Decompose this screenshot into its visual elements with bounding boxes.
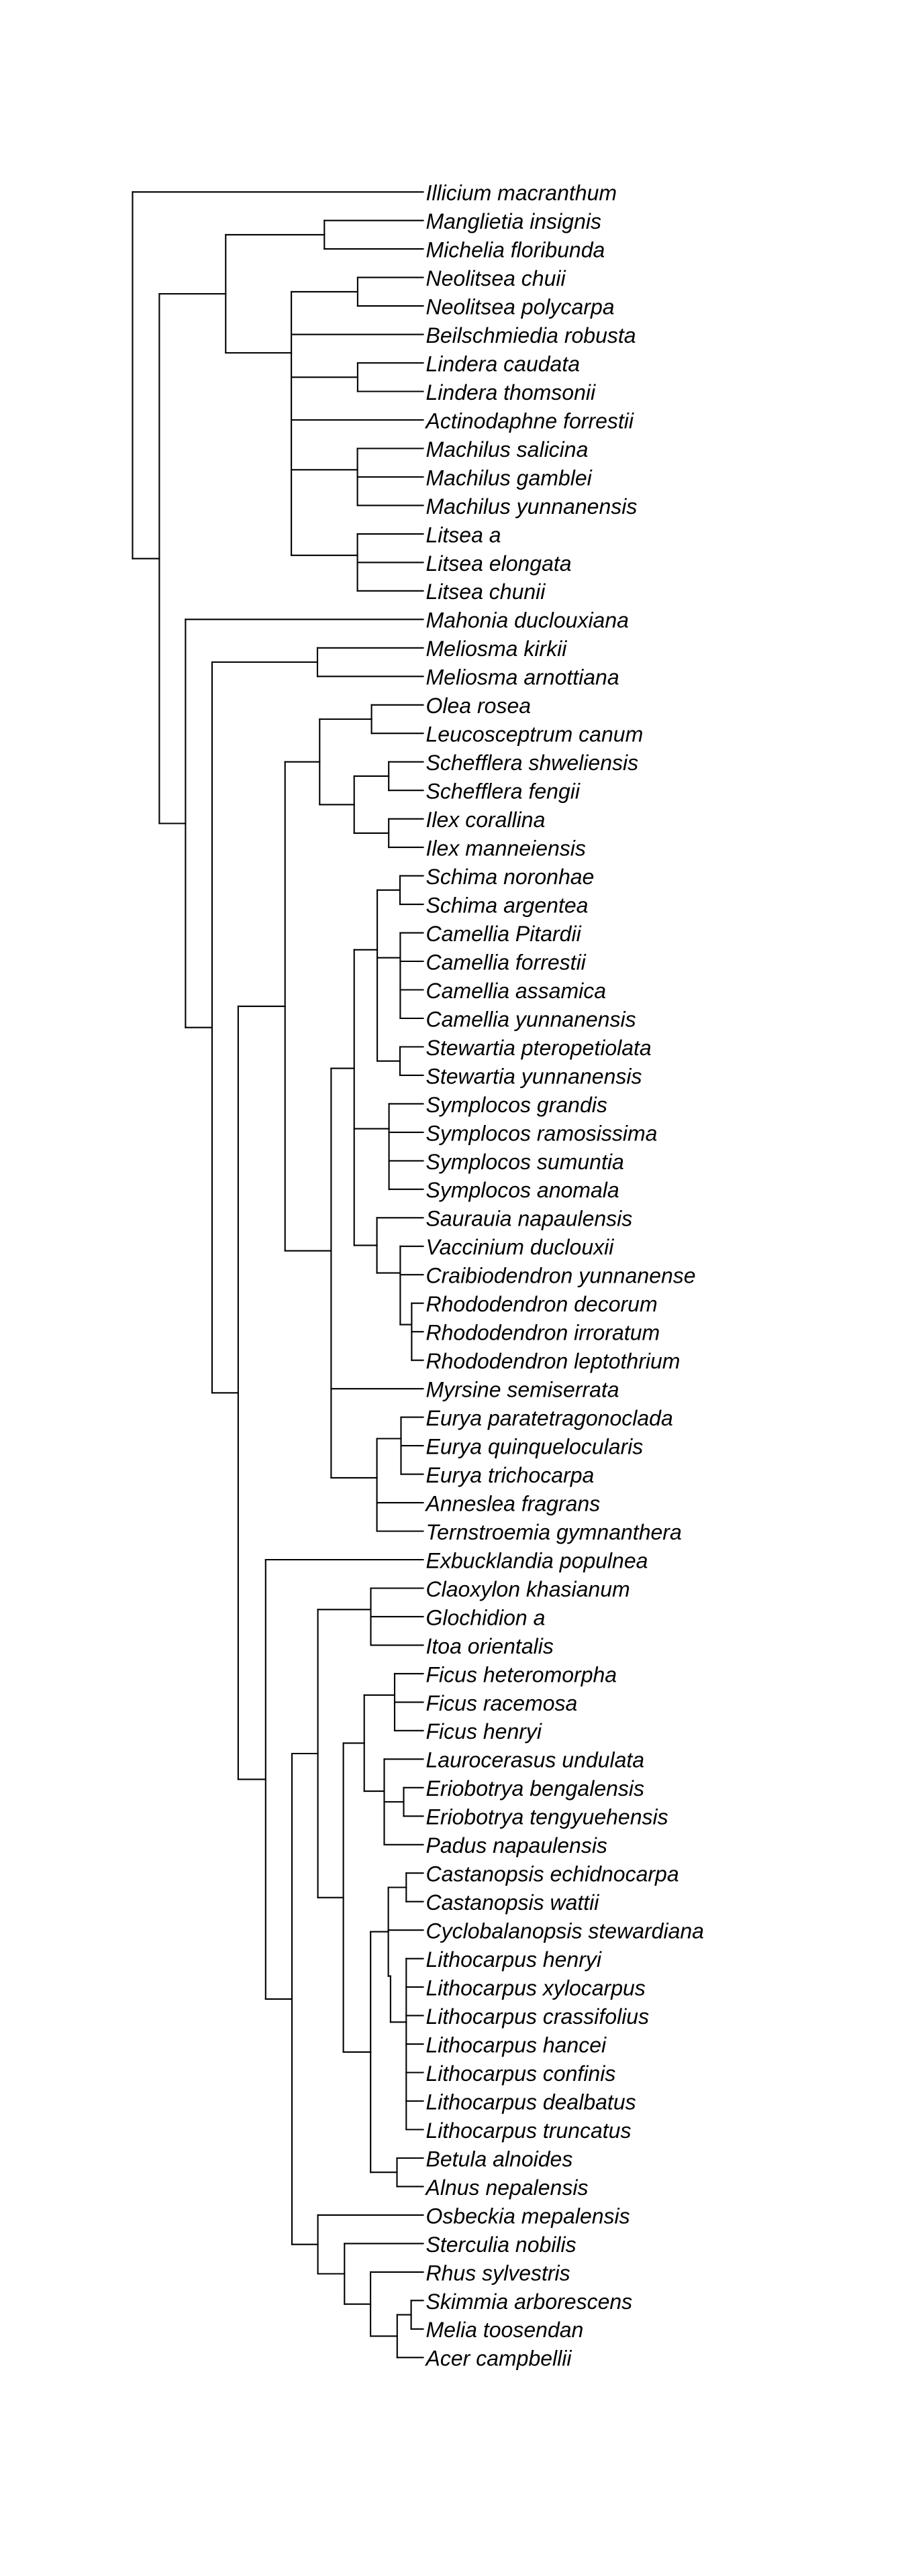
svg-text:Ficus henryi: Ficus henryi — [426, 1719, 542, 1743]
svg-text:Saurauia napaulensis: Saurauia napaulensis — [426, 1207, 633, 1231]
svg-text:Neolitsea polycarpa: Neolitsea polycarpa — [426, 295, 615, 319]
svg-text:Eurya paratetragonoclada: Eurya paratetragonoclada — [426, 1406, 673, 1430]
svg-text:Lindera caudata: Lindera caudata — [426, 352, 581, 376]
svg-text:Itoa orientalis: Itoa orientalis — [426, 1634, 554, 1658]
svg-text:Castanopsis echidnocarpa: Castanopsis echidnocarpa — [426, 1862, 679, 1886]
svg-text:Exbucklandia populnea: Exbucklandia populnea — [426, 1548, 648, 1572]
svg-text:Symplocos ramosissima: Symplocos ramosissima — [426, 1121, 658, 1145]
svg-text:Ilex corallina: Ilex corallina — [426, 808, 546, 832]
svg-text:Betula alnoides: Betula alnoides — [426, 2147, 573, 2171]
svg-text:Lithocarpus crassifolius: Lithocarpus crassifolius — [426, 2004, 650, 2029]
svg-text:Stewartia pteropetiolata: Stewartia pteropetiolata — [426, 1036, 652, 1060]
svg-text:Cyclobalanopsis stewardiana: Cyclobalanopsis stewardiana — [426, 1919, 704, 1943]
svg-text:Lithocarpus dealbatus: Lithocarpus dealbatus — [426, 2090, 636, 2114]
svg-text:Schima noronhae: Schima noronhae — [426, 865, 595, 889]
svg-text:Rhododendron leptothrium: Rhododendron leptothrium — [426, 1349, 681, 1373]
svg-text:Machilus yunnanensis: Machilus yunnanensis — [426, 494, 638, 519]
svg-text:Eurya trichocarpa: Eurya trichocarpa — [426, 1463, 595, 1487]
svg-text:Camellia forrestii: Camellia forrestii — [426, 950, 587, 974]
svg-text:Craibiodendron yunnanense: Craibiodendron yunnanense — [426, 1264, 696, 1288]
svg-text:Meliosma arnottiana: Meliosma arnottiana — [426, 665, 619, 690]
svg-text:Lithocarpus confinis: Lithocarpus confinis — [426, 2061, 616, 2086]
svg-text:Lithocarpus hancei: Lithocarpus hancei — [426, 2033, 607, 2057]
svg-text:Actinodaphne forrestii: Actinodaphne forrestii — [425, 409, 634, 433]
svg-text:Camellia Pitardii: Camellia Pitardii — [426, 922, 582, 946]
svg-text:Illicium macranthum: Illicium macranthum — [426, 181, 617, 205]
svg-text:Litsea elongata: Litsea elongata — [426, 551, 572, 576]
svg-text:Mahonia duclouxiana: Mahonia duclouxiana — [426, 608, 629, 633]
svg-text:Padus napaulensis: Padus napaulensis — [426, 1833, 607, 1858]
svg-text:Sterculia nobilis: Sterculia nobilis — [426, 2233, 577, 2257]
svg-text:Symplocos anomala: Symplocos anomala — [426, 1178, 619, 1202]
svg-text:Ficus heteromorpha: Ficus heteromorpha — [426, 1662, 617, 1686]
svg-text:Vaccinium duclouxii: Vaccinium duclouxii — [426, 1235, 615, 1259]
svg-text:Camellia assamica: Camellia assamica — [426, 979, 607, 1003]
svg-text:Eriobotrya bengalensis: Eriobotrya bengalensis — [426, 1776, 645, 1801]
svg-text:Anneslea fragrans: Anneslea fragrans — [425, 1492, 601, 1516]
svg-text:Acer campbellii: Acer campbellii — [425, 2347, 572, 2371]
svg-text:Neolitsea chuii: Neolitsea chuii — [426, 266, 566, 290]
svg-text:Michelia floribunda: Michelia floribunda — [426, 238, 605, 262]
svg-text:Claoxylon khasianum: Claoxylon khasianum — [426, 1577, 630, 1601]
svg-text:Schefflera shweliensis: Schefflera shweliensis — [426, 751, 639, 775]
svg-text:Symplocos sumuntia: Symplocos sumuntia — [426, 1150, 624, 1174]
svg-text:Laurocerasus undulata: Laurocerasus undulata — [426, 1748, 645, 1772]
svg-text:Schefflera fengii: Schefflera fengii — [426, 780, 581, 804]
svg-text:Lindera thomsonii: Lindera thomsonii — [426, 380, 596, 405]
svg-text:Schima argentea: Schima argentea — [426, 894, 589, 918]
svg-text:Manglietia insignis: Manglietia insignis — [426, 209, 601, 233]
svg-text:Melia toosendan: Melia toosendan — [426, 2318, 584, 2342]
svg-text:Eriobotrya tengyuehensis: Eriobotrya tengyuehensis — [426, 1805, 668, 1829]
svg-text:Meliosma kirkii: Meliosma kirkii — [426, 637, 568, 661]
svg-text:Camellia yunnanensis: Camellia yunnanensis — [426, 1007, 636, 1031]
svg-text:Myrsine semiserrata: Myrsine semiserrata — [426, 1378, 619, 1402]
svg-text:Symplocos grandis: Symplocos grandis — [426, 1093, 607, 1117]
svg-text:Rhododendron irroratum: Rhododendron irroratum — [426, 1321, 660, 1345]
svg-text:Beilschmiedia robusta: Beilschmiedia robusta — [426, 323, 636, 347]
svg-text:Eurya quinquelocularis: Eurya quinquelocularis — [426, 1435, 644, 1459]
svg-text:Litsea chunii: Litsea chunii — [426, 580, 546, 604]
svg-text:Rhus sylvestris: Rhus sylvestris — [426, 2261, 570, 2285]
svg-text:Litsea a: Litsea a — [426, 523, 501, 547]
svg-text:Ilex manneiensis: Ilex manneiensis — [426, 837, 586, 861]
svg-text:Ficus racemosa: Ficus racemosa — [426, 1691, 578, 1715]
svg-text:Machilus gamblei: Machilus gamblei — [426, 466, 593, 490]
svg-text:Alnus nepalensis: Alnus nepalensis — [425, 2176, 589, 2200]
svg-text:Olea rosea: Olea rosea — [426, 694, 532, 718]
svg-text:Skimmia arborescens: Skimmia arborescens — [426, 2290, 633, 2314]
svg-text:Lithocarpus henryi: Lithocarpus henryi — [426, 1947, 602, 1972]
svg-text:Stewartia yunnanensis: Stewartia yunnanensis — [426, 1064, 642, 1088]
svg-text:Rhododendron decorum: Rhododendron decorum — [426, 1292, 658, 1316]
svg-text:Lithocarpus xylocarpus: Lithocarpus xylocarpus — [426, 1976, 646, 2000]
svg-text:Castanopsis wattii: Castanopsis wattii — [426, 1890, 600, 1915]
svg-text:Leucosceptrum canum: Leucosceptrum canum — [426, 722, 644, 747]
svg-text:Glochidion a: Glochidion a — [426, 1605, 546, 1629]
svg-text:Osbeckia mepalensis: Osbeckia mepalensis — [426, 2204, 630, 2228]
svg-text:Machilus salicina: Machilus salicina — [426, 437, 589, 462]
svg-text:Ternstroemia gymnanthera: Ternstroemia gymnanthera — [426, 1520, 682, 1544]
svg-text:Lithocarpus truncatus: Lithocarpus truncatus — [426, 2118, 632, 2143]
